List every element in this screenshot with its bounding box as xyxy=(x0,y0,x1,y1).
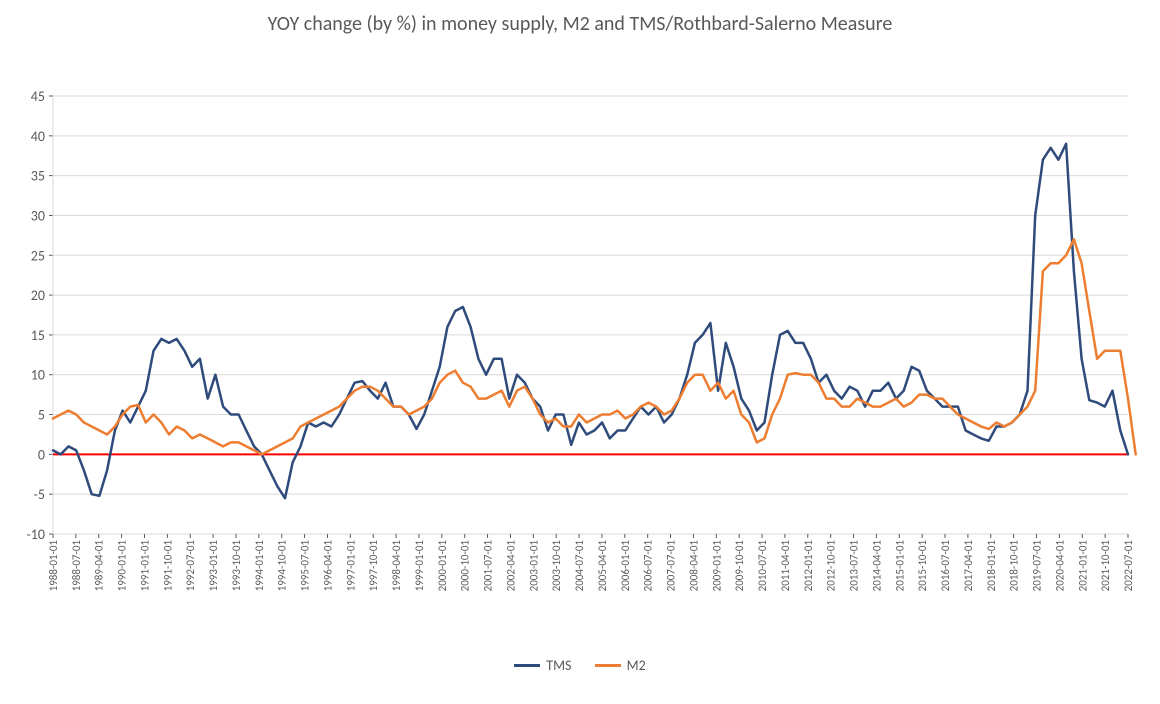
legend-item-m2: M2 xyxy=(595,657,646,674)
svg-text:0: 0 xyxy=(38,446,45,463)
svg-text:2013-07-01: 2013-07-01 xyxy=(848,540,861,592)
legend-item-tms: TMS xyxy=(514,657,571,674)
svg-text:2001-07-01: 2001-07-01 xyxy=(482,540,495,592)
svg-text:25: 25 xyxy=(31,247,45,264)
svg-text:35: 35 xyxy=(31,168,45,185)
svg-text:2002-04-01: 2002-04-01 xyxy=(504,540,517,592)
svg-text:1994-01-01: 1994-01-01 xyxy=(253,540,266,592)
svg-text:2014-04-01: 2014-04-01 xyxy=(870,540,883,592)
svg-text:40: 40 xyxy=(31,128,45,145)
line-chart-svg: -10 -5 0 5 10 15 20 25 30 35 40 45 1988-01-01 1988-07… xyxy=(0,0,1160,704)
svg-text:2018-10-01: 2018-10-01 xyxy=(1008,540,1021,592)
svg-text:1991-10-01: 1991-10-01 xyxy=(161,540,174,592)
svg-text:2021-10-01: 2021-10-01 xyxy=(1099,540,1112,592)
legend-label-m2: M2 xyxy=(627,657,646,674)
svg-text:1992-07-01: 1992-07-01 xyxy=(184,540,197,592)
svg-text:2009-10-01: 2009-10-01 xyxy=(733,540,746,592)
svg-text:1994-10-01: 1994-10-01 xyxy=(276,540,289,592)
svg-text:1990-01-01: 1990-01-01 xyxy=(116,540,129,592)
svg-text:2003-01-01: 2003-01-01 xyxy=(527,540,540,592)
svg-text:2011-04-01: 2011-04-01 xyxy=(779,540,792,592)
svg-text:1991-01-01: 1991-01-01 xyxy=(138,540,151,592)
svg-text:2006-01-01: 2006-01-01 xyxy=(619,540,632,592)
svg-text:1993-01-01: 1993-01-01 xyxy=(207,540,220,592)
svg-text:1989-04-01: 1989-04-01 xyxy=(93,540,106,592)
svg-text:2010-07-01: 2010-07-01 xyxy=(756,540,769,592)
legend-swatch-m2 xyxy=(595,664,621,667)
svg-text:2006-07-01: 2006-07-01 xyxy=(642,540,655,592)
svg-text:2016-07-01: 2016-07-01 xyxy=(939,540,952,592)
svg-text:2018-01-01: 2018-01-01 xyxy=(985,540,998,592)
svg-text:2000-10-01: 2000-10-01 xyxy=(459,540,472,592)
svg-text:-10: -10 xyxy=(27,526,45,543)
svg-text:1998-04-01: 1998-04-01 xyxy=(390,540,403,592)
svg-text:1996-04-01: 1996-04-01 xyxy=(321,540,334,592)
svg-text:2009-01-01: 2009-01-01 xyxy=(710,540,723,592)
svg-text:2022-07-01: 2022-07-01 xyxy=(1122,540,1135,592)
svg-text:2005-04-01: 2005-04-01 xyxy=(596,540,609,592)
svg-text:2017-04-01: 2017-04-01 xyxy=(962,540,975,592)
svg-text:15: 15 xyxy=(31,327,45,344)
svg-text:45: 45 xyxy=(31,88,45,105)
legend: TMS M2 xyxy=(0,654,1160,674)
svg-text:1993-10-01: 1993-10-01 xyxy=(230,540,243,592)
chart-container: YOY change (by %) in money supply, M2 an… xyxy=(0,0,1160,704)
svg-text:1995-07-01: 1995-07-01 xyxy=(299,540,312,592)
svg-text:2004-07-01: 2004-07-01 xyxy=(573,540,586,592)
svg-text:1997-01-01: 1997-01-01 xyxy=(344,540,357,592)
svg-text:1988-01-01: 1988-01-01 xyxy=(47,540,60,592)
svg-text:2015-01-01: 2015-01-01 xyxy=(893,540,906,592)
svg-text:1988-07-01: 1988-07-01 xyxy=(70,540,83,592)
svg-text:2000-01-01: 2000-01-01 xyxy=(436,540,449,592)
svg-text:5: 5 xyxy=(38,407,45,424)
svg-text:2021-01-01: 2021-01-01 xyxy=(1076,540,1089,592)
legend-label-tms: TMS xyxy=(546,657,571,674)
svg-text:1997-10-01: 1997-10-01 xyxy=(367,540,380,592)
svg-text:2003-10-01: 2003-10-01 xyxy=(550,540,563,592)
legend-swatch-tms xyxy=(514,664,540,667)
svg-text:30: 30 xyxy=(31,207,45,224)
svg-text:20: 20 xyxy=(31,287,45,304)
svg-text:2008-04-01: 2008-04-01 xyxy=(687,540,700,592)
svg-text:-5: -5 xyxy=(34,486,45,503)
svg-text:2020-04-01: 2020-04-01 xyxy=(1053,540,1066,592)
svg-text:2012-10-01: 2012-10-01 xyxy=(825,540,838,592)
plot-area: -10 -5 0 5 10 15 20 25 30 35 40 45 1988-01-01 1988-07… xyxy=(0,0,1160,704)
svg-text:2019-07-01: 2019-07-01 xyxy=(1031,540,1044,592)
svg-text:2012-01-01: 2012-01-01 xyxy=(802,540,815,592)
svg-text:10: 10 xyxy=(31,367,45,384)
svg-text:2015-10-01: 2015-10-01 xyxy=(916,540,929,592)
svg-text:2007-07-01: 2007-07-01 xyxy=(665,540,678,592)
svg-text:1999-01-01: 1999-01-01 xyxy=(413,540,426,592)
